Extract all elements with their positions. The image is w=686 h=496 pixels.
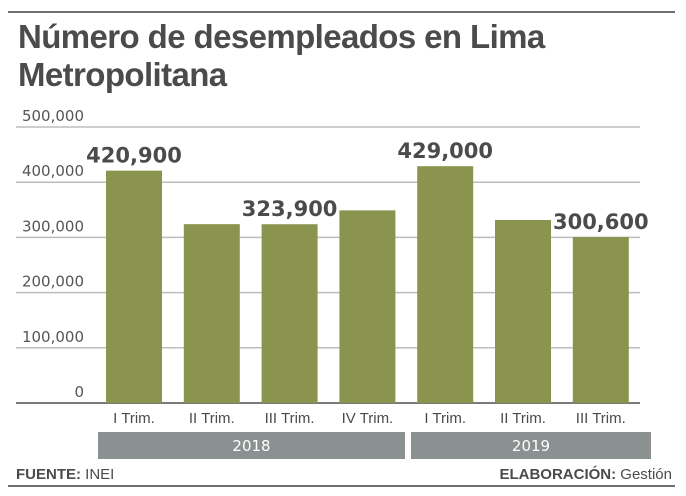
y-axis-ticks: 0 100,000 200,000 300,000 400,000 500,000 [22, 107, 84, 401]
year-bands: 2018 2019 [98, 432, 651, 459]
data-label: 323,900 [242, 197, 338, 221]
y-tick-label: 200,000 [22, 273, 84, 291]
x-tick-label: II Trim. [189, 410, 235, 427]
data-label: 429,000 [397, 139, 493, 163]
year-band [98, 432, 405, 459]
source-note: FUENTE: INEI [16, 466, 114, 483]
bar [106, 170, 162, 403]
bar [495, 220, 551, 403]
y-tick-label: 500,000 [22, 107, 84, 125]
x-tick-label: III Trim. [265, 410, 315, 427]
credit-note: ELABORACIÓN: Gestión [499, 466, 672, 483]
x-tick-label: I Trim. [113, 410, 155, 427]
y-tick-label: 300,000 [22, 217, 84, 235]
x-axis-ticks: I Trim. II Trim. III Trim. IV Trim. I Trim. I… [113, 410, 626, 427]
credit-label: ELABORACIÓN: [499, 466, 617, 483]
year-band-label: 2018 [232, 437, 270, 455]
top-rule [8, 11, 675, 13]
bottom-rule [8, 485, 675, 487]
y-tick-label: 400,000 [22, 162, 84, 180]
x-tick-label: III Trim. [576, 410, 626, 427]
bars [106, 166, 629, 403]
y-tick-label: 0 [74, 383, 84, 401]
year-band-label: 2019 [512, 437, 550, 455]
x-tick-label: IV Trim. [342, 410, 394, 427]
x-tick-label: I Trim. [424, 410, 466, 427]
bar [183, 224, 240, 403]
bar [339, 210, 396, 403]
data-labels: 420,900 323,900 429,000 300,600 [86, 139, 648, 234]
source-value: INEI [85, 466, 115, 483]
year-band [411, 432, 651, 459]
data-label: 420,900 [86, 144, 182, 168]
y-tick-label: 100,000 [22, 328, 84, 346]
credit-value: Gestión [620, 466, 672, 483]
chart-title: Número de desempleados en Lima Metropoli… [18, 18, 545, 93]
bar [417, 166, 474, 403]
x-tick-label: II Trim. [500, 410, 546, 427]
bar [261, 224, 318, 403]
source-label: FUENTE: [16, 466, 81, 483]
data-label: 300,600 [553, 210, 649, 234]
bar [572, 237, 629, 403]
